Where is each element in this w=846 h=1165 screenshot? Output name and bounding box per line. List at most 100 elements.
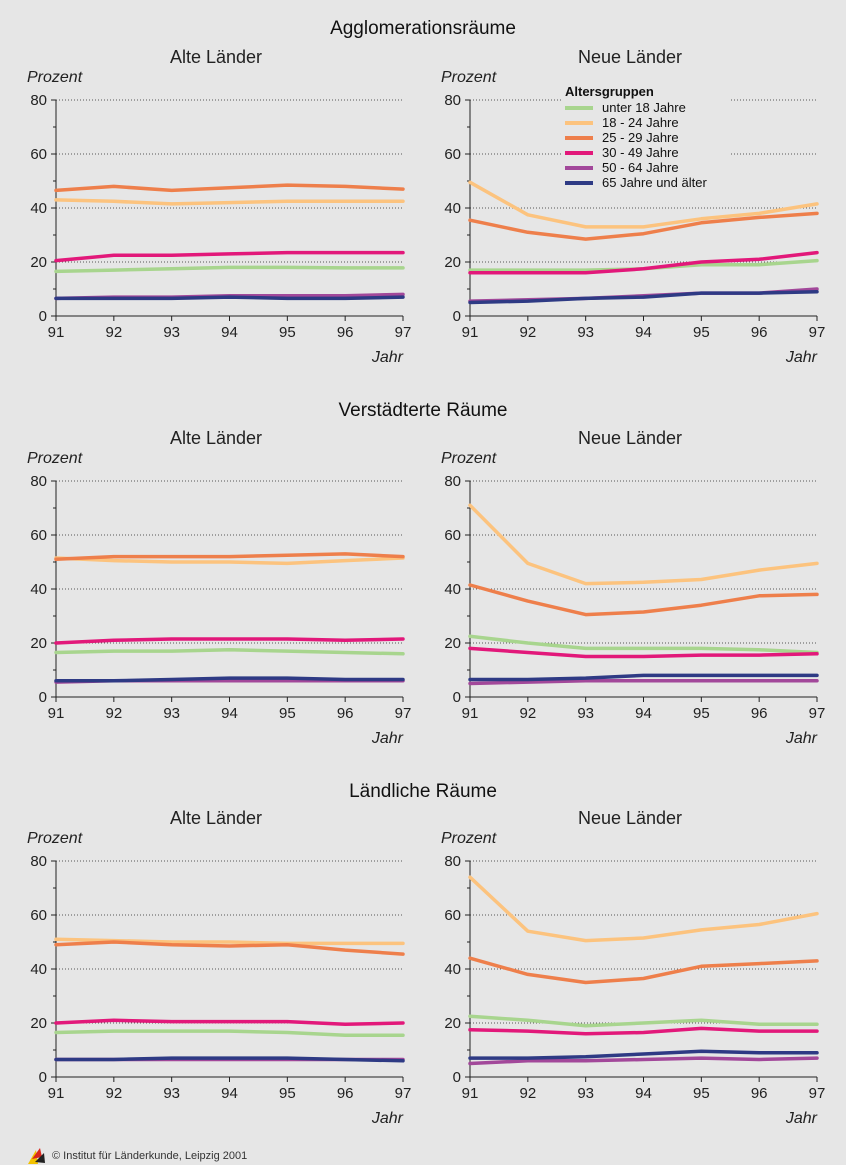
panel-title: Neue Länder bbox=[578, 47, 682, 67]
y-tick-label: 20 bbox=[444, 1015, 461, 1032]
legend-label: 18 - 24 Jahre bbox=[602, 115, 679, 130]
y-tick-label: 60 bbox=[444, 907, 461, 924]
x-tick-label: 96 bbox=[337, 324, 354, 341]
series-line bbox=[468, 679, 819, 686]
legend-label: 30 - 49 Jahre bbox=[602, 145, 679, 160]
y-tick-label: 0 bbox=[453, 1069, 461, 1086]
x-tick-label: 97 bbox=[809, 1085, 826, 1102]
y-tick-label: 0 bbox=[453, 308, 461, 325]
legend-title: Altersgruppen bbox=[565, 84, 654, 99]
x-tick-label: 94 bbox=[635, 1085, 652, 1102]
y-axis-label: Prozent bbox=[27, 69, 83, 86]
legend-label: 50 - 64 Jahre bbox=[602, 160, 679, 175]
x-tick-label: 93 bbox=[163, 705, 180, 722]
x-tick-label: 94 bbox=[635, 324, 652, 341]
section-title: Ländliche Räume bbox=[349, 781, 497, 802]
y-tick-label: 60 bbox=[444, 146, 461, 163]
y-axis-label: Prozent bbox=[441, 69, 497, 86]
x-tick-label: 91 bbox=[48, 1085, 65, 1102]
x-tick-label: 94 bbox=[221, 705, 238, 722]
x-tick-label: 93 bbox=[577, 1085, 594, 1102]
series-line bbox=[54, 265, 405, 274]
x-axis-label: Jahr bbox=[371, 730, 404, 747]
series-line bbox=[54, 637, 405, 645]
panel-title: Alte Länder bbox=[170, 428, 262, 448]
x-tick-label: 97 bbox=[395, 1085, 412, 1102]
y-tick-label: 60 bbox=[30, 146, 47, 163]
y-tick-label: 20 bbox=[30, 1015, 47, 1032]
series-line bbox=[468, 634, 819, 655]
copyright-text: © Institut für Länderkunde, Leipzig 2001 bbox=[52, 1150, 248, 1162]
x-tick-label: 92 bbox=[519, 324, 536, 341]
copyright-footer: © Institut für Länderkunde, Leipzig 2001 bbox=[26, 1147, 247, 1165]
x-tick-label: 93 bbox=[577, 705, 594, 722]
x-tick-label: 95 bbox=[693, 705, 710, 722]
series-line bbox=[54, 198, 405, 206]
y-tick-label: 80 bbox=[30, 853, 47, 870]
y-tick-label: 40 bbox=[30, 961, 47, 978]
x-tick-label: 95 bbox=[693, 324, 710, 341]
y-tick-label: 80 bbox=[444, 853, 461, 870]
y-tick-label: 0 bbox=[453, 689, 461, 706]
x-tick-label: 95 bbox=[279, 324, 296, 341]
series-line bbox=[468, 956, 819, 985]
x-tick-label: 91 bbox=[48, 324, 65, 341]
x-tick-label: 93 bbox=[577, 324, 594, 341]
x-tick-label: 91 bbox=[462, 1085, 479, 1102]
x-tick-label: 96 bbox=[751, 1085, 768, 1102]
series-line bbox=[54, 676, 405, 683]
x-tick-label: 94 bbox=[221, 1085, 238, 1102]
legend-label: 25 - 29 Jahre bbox=[602, 130, 679, 145]
x-axis-label: Jahr bbox=[785, 1110, 818, 1127]
series-line bbox=[468, 289, 819, 305]
y-tick-label: 40 bbox=[30, 581, 47, 598]
legend-label: unter 18 Jahre bbox=[602, 100, 686, 115]
y-tick-label: 80 bbox=[444, 473, 461, 490]
x-tick-label: 92 bbox=[519, 705, 536, 722]
x-axis-label: Jahr bbox=[371, 349, 404, 366]
y-tick-label: 20 bbox=[30, 254, 47, 271]
series-line bbox=[54, 250, 405, 263]
y-axis-label: Prozent bbox=[441, 450, 497, 467]
x-tick-label: 92 bbox=[105, 1085, 122, 1102]
series-line bbox=[468, 1026, 819, 1036]
series-line bbox=[54, 648, 405, 656]
x-tick-label: 94 bbox=[635, 705, 652, 722]
y-tick-label: 80 bbox=[444, 92, 461, 109]
x-axis-label: Jahr bbox=[785, 349, 818, 366]
series-line bbox=[468, 673, 819, 682]
x-tick-label: 97 bbox=[809, 324, 826, 341]
legend-label: 65 Jahre und älter bbox=[602, 175, 707, 190]
x-tick-label: 95 bbox=[279, 1085, 296, 1102]
institute-logo-icon bbox=[28, 1148, 45, 1164]
y-tick-label: 20 bbox=[30, 635, 47, 652]
series-line bbox=[468, 503, 819, 586]
panel-title: Neue Länder bbox=[578, 428, 682, 448]
x-tick-label: 96 bbox=[337, 1085, 354, 1102]
section-title: Verstädterte Räume bbox=[339, 400, 508, 421]
y-axis-label: Prozent bbox=[27, 830, 83, 847]
series-line bbox=[468, 875, 819, 943]
series-line bbox=[54, 183, 405, 193]
y-tick-label: 40 bbox=[444, 961, 461, 978]
series-line bbox=[468, 1014, 819, 1028]
y-tick-label: 80 bbox=[30, 473, 47, 490]
x-tick-label: 93 bbox=[163, 324, 180, 341]
panel-title: Alte Länder bbox=[170, 808, 262, 828]
x-tick-label: 91 bbox=[462, 705, 479, 722]
x-axis-label: Jahr bbox=[785, 730, 818, 747]
series-line bbox=[468, 646, 819, 659]
series-line bbox=[54, 295, 405, 301]
x-tick-label: 91 bbox=[48, 705, 65, 722]
x-tick-label: 91 bbox=[462, 324, 479, 341]
y-tick-label: 60 bbox=[30, 527, 47, 544]
y-tick-label: 40 bbox=[444, 581, 461, 598]
x-tick-label: 92 bbox=[105, 324, 122, 341]
series-line bbox=[468, 287, 819, 303]
panel-title: Alte Länder bbox=[170, 47, 262, 67]
x-tick-label: 96 bbox=[337, 705, 354, 722]
x-tick-label: 94 bbox=[221, 324, 238, 341]
x-tick-label: 92 bbox=[105, 705, 122, 722]
x-tick-label: 97 bbox=[395, 324, 412, 341]
y-tick-label: 20 bbox=[444, 635, 461, 652]
